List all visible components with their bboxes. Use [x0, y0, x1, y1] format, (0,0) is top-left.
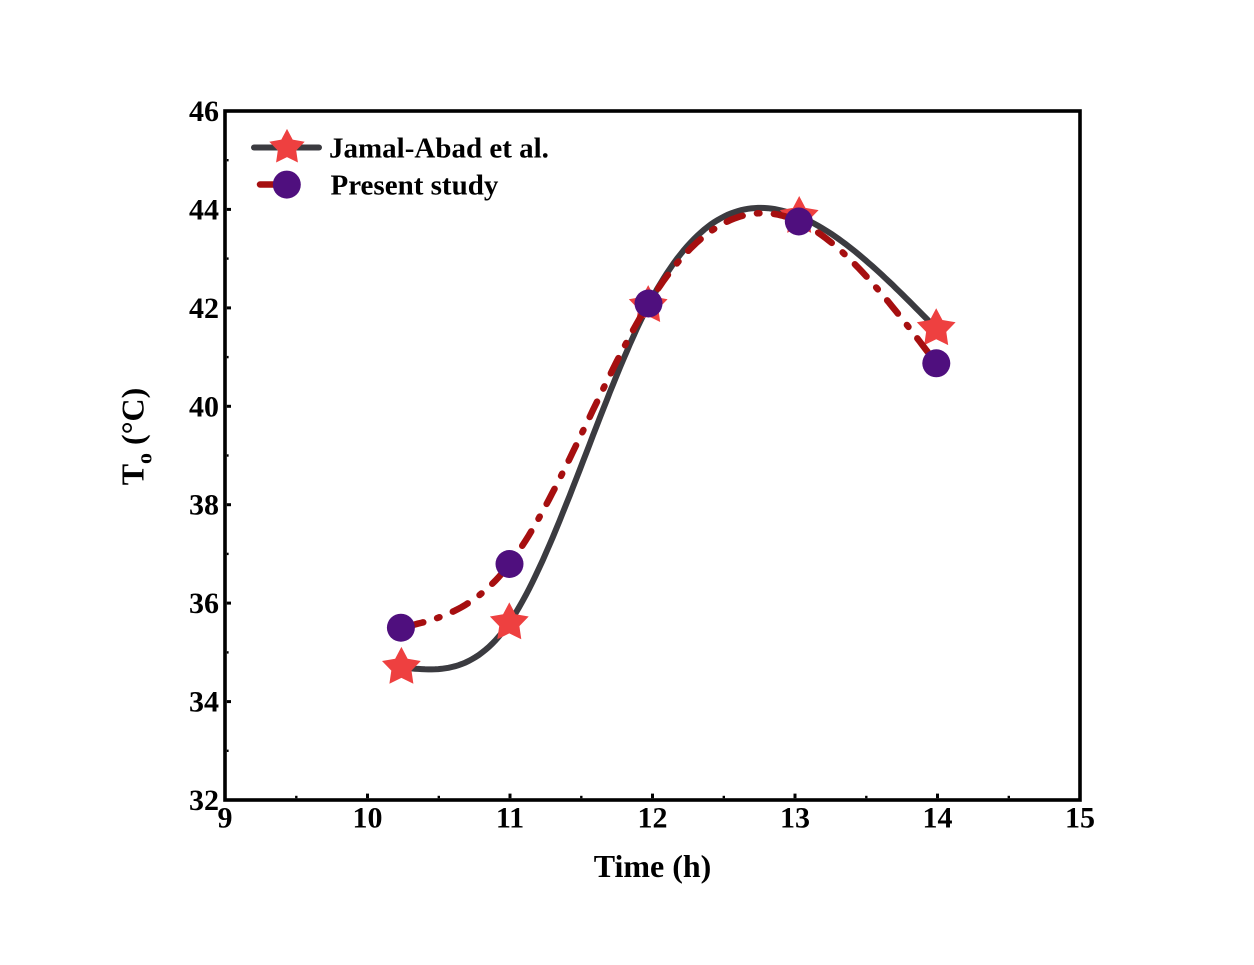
svg-text:14: 14 — [923, 801, 953, 834]
svg-text:46: 46 — [189, 95, 219, 128]
svg-text:32: 32 — [189, 784, 219, 817]
svg-text:42: 42 — [189, 292, 219, 325]
svg-text:Present study: Present study — [331, 169, 499, 201]
svg-text:12: 12 — [638, 801, 668, 834]
svg-text:15: 15 — [1065, 801, 1095, 834]
svg-text:36: 36 — [189, 587, 219, 620]
svg-text:34: 34 — [189, 686, 219, 719]
svg-text:11: 11 — [496, 801, 524, 834]
svg-text:40: 40 — [189, 390, 219, 423]
svg-text:10: 10 — [353, 801, 383, 834]
svg-text:38: 38 — [189, 489, 219, 522]
svg-text:13: 13 — [780, 801, 810, 834]
svg-text:Jamal-Abad et al.: Jamal-Abad et al. — [329, 132, 549, 164]
svg-text:44: 44 — [189, 193, 219, 226]
svg-text:To (°C): To (°C) — [115, 388, 157, 486]
svg-text:Time (h): Time (h) — [594, 848, 712, 884]
svg-text:9: 9 — [218, 801, 233, 834]
